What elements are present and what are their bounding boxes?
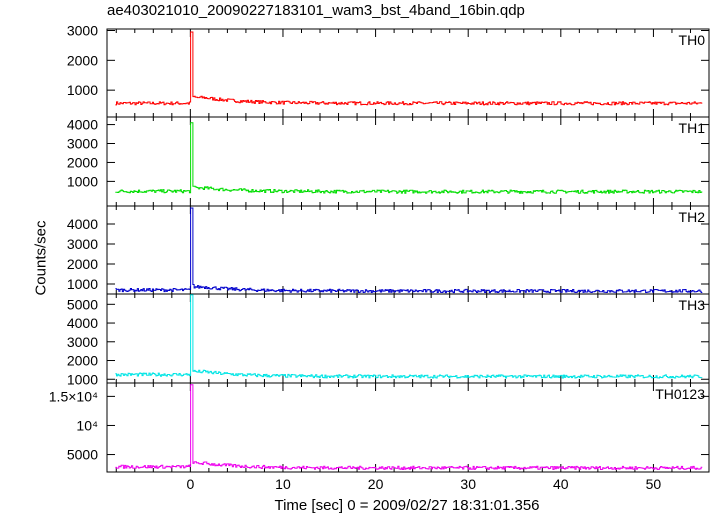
- x-tick-label: 10: [275, 476, 291, 492]
- y-tick-label: 1.5×10⁴: [49, 388, 98, 404]
- panel-frame-th3: [106, 293, 710, 384]
- y-tick-label: 4000: [67, 216, 98, 232]
- series-line-th1: [115, 122, 703, 194]
- y-tick-label: 1000: [67, 173, 98, 189]
- panel-frame-th1: [106, 116, 710, 207]
- panel-frame-th0123: [106, 382, 710, 473]
- y-tick-label: 4000: [67, 117, 98, 133]
- y-tick-label: 5000: [67, 447, 98, 463]
- x-axis-label: Time [sec] 0 = 2009/02/27 18:31:01.356: [274, 497, 540, 514]
- y-tick-label: 2000: [67, 256, 98, 272]
- panel-label-th0123: TH0123: [655, 386, 705, 402]
- panel-frame-th2: [106, 205, 710, 295]
- y-tick-label: 3000: [67, 334, 98, 350]
- y-tick-label: 1000: [67, 371, 98, 387]
- y-tick-label: 10⁴: [76, 417, 98, 433]
- panel-label-th3: TH3: [679, 297, 706, 313]
- y-tick-label: 2000: [67, 52, 98, 68]
- x-tick-label: 20: [368, 476, 384, 492]
- series-line-th2: [115, 207, 703, 294]
- y-tick-label: 5000: [67, 296, 98, 312]
- series-line-th0123: [115, 384, 703, 470]
- x-tick-label: 30: [460, 476, 476, 492]
- y-tick-label: 4000: [67, 315, 98, 331]
- y-tick-label: 1000: [67, 276, 98, 292]
- panel-label-th0: TH0: [679, 32, 706, 48]
- x-tick-label: 50: [646, 476, 662, 492]
- series-line-th3: [115, 294, 703, 379]
- y-tick-label: 3000: [67, 236, 98, 252]
- x-tick-label: 40: [553, 476, 569, 492]
- x-tick-label: 0: [186, 476, 194, 492]
- series-line-th0: [115, 31, 703, 106]
- y-tick-label: 2000: [67, 154, 98, 170]
- chart-title: ae403021010_20090227183101_wam3_bst_4ban…: [107, 2, 525, 19]
- y-tick-label: 3000: [67, 22, 98, 38]
- y-tick-label: 1000: [67, 82, 98, 98]
- y-tick-label: 3000: [67, 136, 98, 152]
- y-tick-label: 2000: [67, 353, 98, 369]
- panel-label-th1: TH1: [679, 120, 706, 136]
- panel-label-th2: TH2: [679, 209, 706, 225]
